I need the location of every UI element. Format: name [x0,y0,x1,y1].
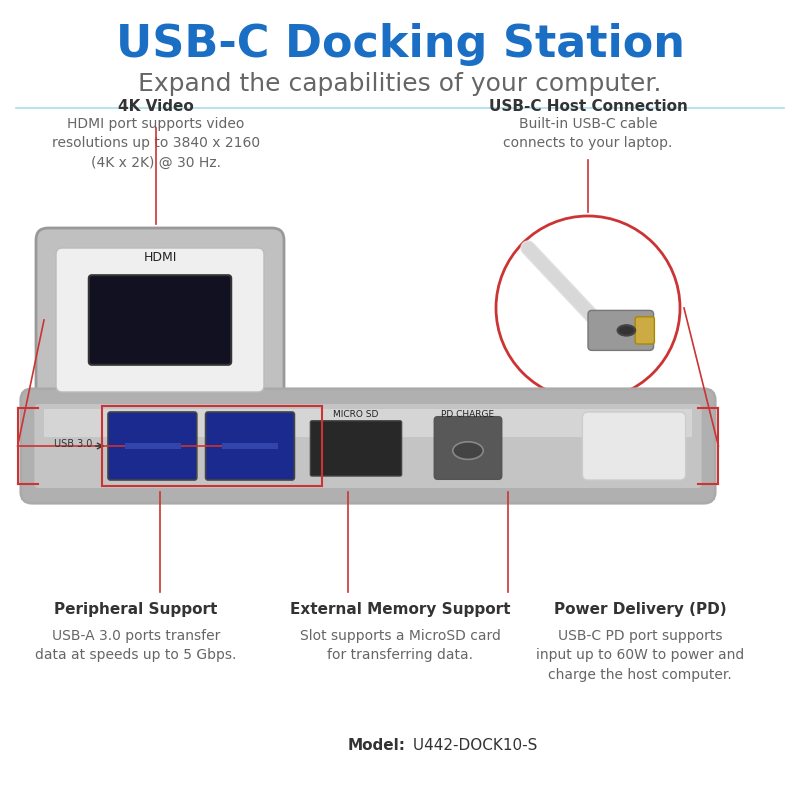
Text: USB-C Host Connection: USB-C Host Connection [489,98,687,114]
FancyBboxPatch shape [89,275,231,365]
Text: U442-DOCK10-S: U442-DOCK10-S [408,738,538,753]
Text: Built-in USB-C cable
connects to your laptop.: Built-in USB-C cable connects to your la… [503,117,673,150]
Text: Expand the capabilities of your computer.: Expand the capabilities of your computer… [138,72,662,96]
Text: External Memory Support: External Memory Support [290,602,510,617]
Text: Slot supports a MicroSD card
for transferring data.: Slot supports a MicroSD card for transfe… [299,629,501,662]
FancyBboxPatch shape [36,228,284,412]
Text: USB 3.0: USB 3.0 [54,439,92,450]
Bar [222,442,278,450]
Bar [102,406,322,486]
Text: USB-A 3.0 ports transfer
data at speeds up to 5 Gbps.: USB-A 3.0 ports transfer data at speeds … [35,629,237,662]
FancyBboxPatch shape [310,421,402,476]
Text: USB-C Docking Station: USB-C Docking Station [115,22,685,66]
FancyBboxPatch shape [56,248,264,392]
Bar [44,409,692,437]
FancyBboxPatch shape [434,417,502,479]
Text: PD CHARGE: PD CHARGE [442,410,494,418]
Text: USB-C PD port supports
input up to 60W to power and
charge the host computer.: USB-C PD port supports input up to 60W t… [536,629,744,682]
Ellipse shape [618,326,635,336]
FancyBboxPatch shape [588,310,654,350]
Text: MICRO SD: MICRO SD [334,410,378,418]
FancyBboxPatch shape [206,412,294,480]
FancyBboxPatch shape [582,412,686,480]
FancyBboxPatch shape [34,404,702,488]
FancyBboxPatch shape [635,317,654,344]
Bar [125,442,181,450]
Text: 4K Video: 4K Video [118,98,194,114]
FancyBboxPatch shape [108,412,197,480]
Text: Peripheral Support: Peripheral Support [54,602,218,617]
Text: Model:: Model: [348,738,406,753]
Circle shape [496,216,680,400]
Text: Power Delivery (PD): Power Delivery (PD) [554,602,726,617]
Text: HDMI port supports video
resolutions up to 3840 x 2160
(4K x 2K) @ 30 Hz.: HDMI port supports video resolutions up … [52,117,260,170]
Text: HDMI: HDMI [143,251,177,264]
Ellipse shape [453,442,483,459]
FancyBboxPatch shape [21,389,715,503]
